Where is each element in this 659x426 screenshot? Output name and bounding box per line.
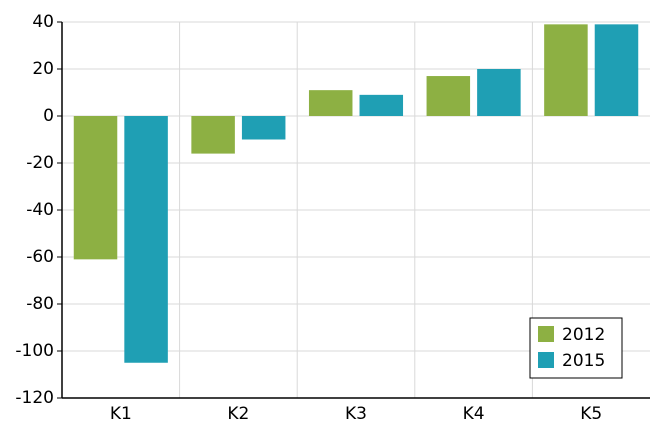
x-tick-label: K4	[463, 404, 485, 424]
bar	[594, 24, 639, 117]
y-tick-label: -60	[26, 247, 54, 267]
bar	[359, 94, 404, 116]
legend-swatch	[538, 352, 554, 368]
legend-label: 2012	[562, 325, 605, 345]
y-tick-label: 20	[32, 59, 54, 79]
bar	[308, 90, 353, 116]
legend-swatch	[538, 326, 554, 342]
bar	[241, 116, 286, 140]
y-tick-label: -80	[26, 294, 54, 314]
legend-label: 2015	[562, 351, 605, 371]
bar	[73, 116, 118, 260]
y-tick-label: -20	[26, 153, 54, 173]
bar	[544, 24, 588, 117]
y-tick-label: 40	[32, 12, 54, 32]
y-tick-label: 0	[43, 106, 54, 126]
x-tick-label: K5	[580, 404, 602, 424]
bar	[124, 116, 168, 363]
bar	[191, 116, 235, 154]
y-tick-label: -120	[15, 388, 54, 408]
bar	[477, 69, 521, 116]
y-tick-label: -100	[15, 341, 54, 361]
x-tick-label: K2	[227, 404, 249, 424]
y-tick-label: -40	[26, 200, 54, 220]
x-tick-label: K1	[110, 404, 132, 424]
bar	[426, 76, 471, 116]
x-tick-label: K3	[345, 404, 367, 424]
